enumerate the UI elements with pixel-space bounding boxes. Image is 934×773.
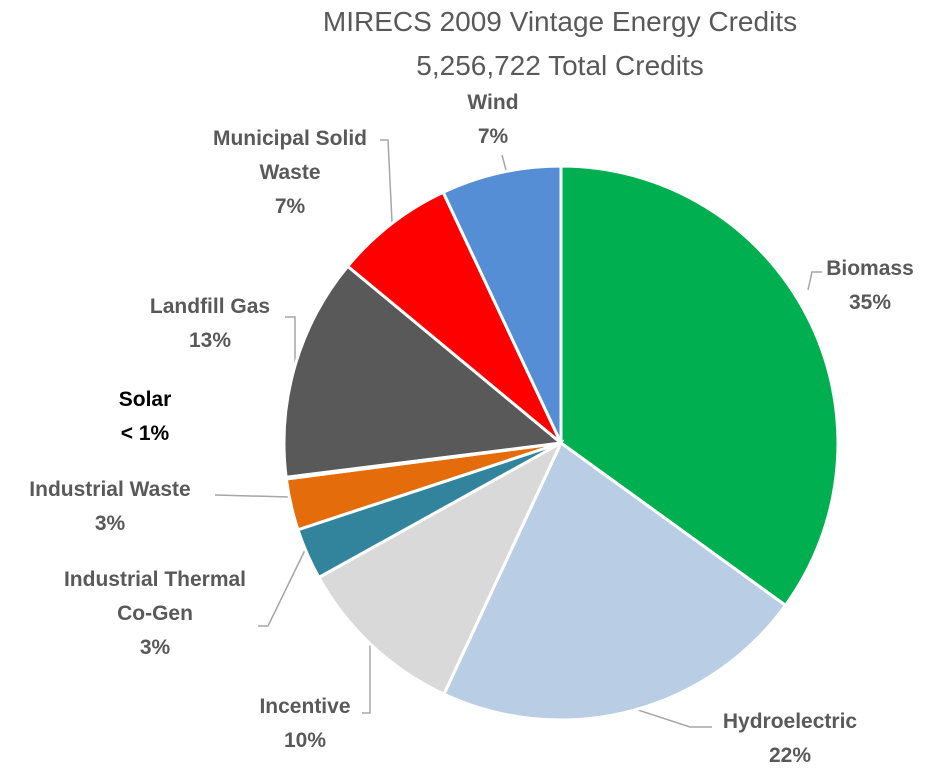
- leader-line: [362, 645, 371, 714]
- label-name: Incentive: [259, 695, 351, 718]
- label-name: Biomass: [826, 257, 914, 280]
- pie-slice: [345, 190, 563, 445]
- leader-line: [631, 707, 712, 728]
- data-label: Landfill Gas 13%: [125, 290, 295, 358]
- leader-line: [380, 139, 393, 223]
- leader-line: [258, 547, 307, 627]
- leader-line: [807, 271, 822, 291]
- label-value: 3%: [139, 636, 171, 659]
- label-value: 22%: [768, 744, 812, 767]
- label-name: Landfill Gas: [149, 295, 271, 318]
- leader-line: [214, 494, 291, 498]
- leader-lines: [214, 139, 822, 728]
- pie-slice: [282, 264, 565, 479]
- label-name: Wind: [467, 91, 519, 114]
- label-value: 13%: [188, 329, 232, 352]
- data-label: Industrial Waste 3%: [0, 473, 225, 541]
- data-label: Municipal Solid Waste 7%: [190, 122, 390, 224]
- leader-line: [285, 316, 296, 365]
- leader-line: [501, 154, 507, 171]
- pie-slice: [559, 164, 840, 608]
- label-value: 3%: [94, 512, 126, 535]
- label-value: 7%: [477, 125, 509, 148]
- data-label: Hydroelectric 22%: [710, 705, 870, 773]
- label-value: 7%: [274, 195, 306, 218]
- data-label: Incentive 10%: [240, 690, 370, 758]
- label-name: Solar: [118, 388, 172, 411]
- pie-slice: [316, 439, 565, 697]
- label-value: < 1%: [120, 422, 170, 445]
- label-name: Industrial Thermal Co-Gen: [63, 568, 247, 625]
- label-name: Municipal Solid Waste: [212, 127, 367, 184]
- label-name: Hydroelectric: [722, 710, 858, 733]
- chart-subtitle: 5,256,722 Total Credits: [416, 50, 704, 81]
- label-name: Industrial Waste: [29, 478, 191, 501]
- pie-slice: [441, 164, 563, 444]
- data-label: Biomass 35%: [810, 252, 930, 320]
- label-value: 35%: [848, 291, 892, 314]
- label-value: 10%: [283, 729, 327, 752]
- chart-title: MIRECS 2009 Vintage Energy Credits: [322, 6, 798, 37]
- data-label: Wind 7%: [443, 86, 543, 154]
- data-label: Industrial Thermal Co-Gen 3%: [60, 563, 250, 665]
- data-label: Solar < 1%: [95, 383, 195, 451]
